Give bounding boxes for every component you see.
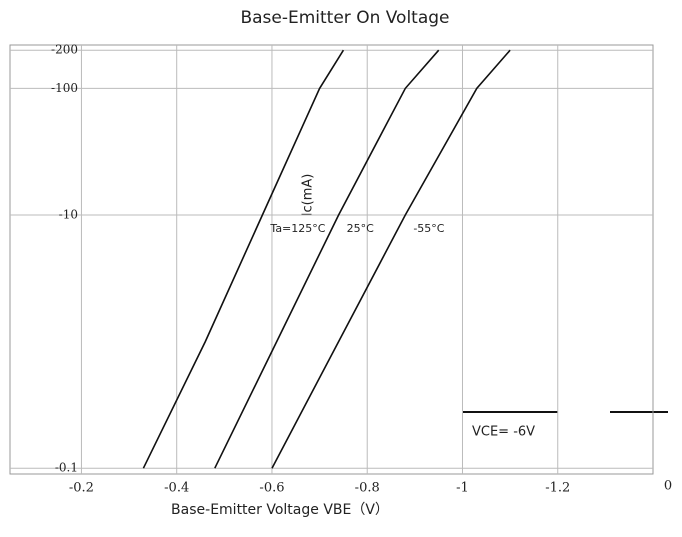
x-tick-label: -0.2 xyxy=(69,481,94,496)
y-tick-label: -200 xyxy=(51,43,78,57)
x-tick-label: -1.2 xyxy=(545,481,570,496)
series-line xyxy=(214,49,440,469)
plot-area xyxy=(9,44,654,475)
y-tick-label: -0.1 xyxy=(55,461,78,475)
annotation: VCE= -6V xyxy=(472,425,535,440)
x-axis-label: Base-Emitter Voltage VBE（V） xyxy=(171,502,389,518)
x-tick-label: -0.4 xyxy=(164,481,189,496)
y-tick-label: -100 xyxy=(51,81,78,95)
x-tick-label: -0.6 xyxy=(259,481,284,496)
y-tick-label: -10 xyxy=(59,207,78,221)
series-label: 25°C xyxy=(347,222,374,235)
series-label: -55°C xyxy=(413,222,444,235)
y-axis-label: Ic(mA) xyxy=(301,174,316,217)
x-tick-label: -0.8 xyxy=(355,481,380,496)
series-line xyxy=(142,49,345,469)
chart-title: Base-Emitter On Voltage xyxy=(240,8,449,28)
series-line xyxy=(271,49,511,469)
series-label: Ta=125°C xyxy=(269,222,325,235)
annotation: 0 xyxy=(664,479,672,494)
x-tick-label: -1 xyxy=(456,481,469,496)
